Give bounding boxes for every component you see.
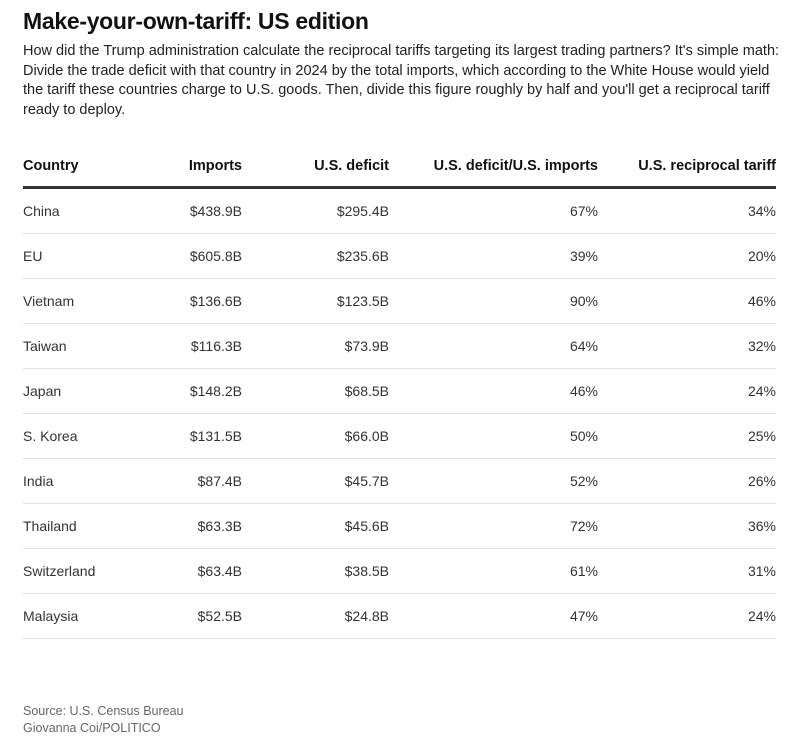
- table-cell: 39%: [389, 233, 598, 279]
- table-cell: $605.8B: [143, 233, 242, 279]
- table-cell: $235.6B: [242, 233, 389, 279]
- column-header: Imports: [143, 156, 242, 189]
- table-cell: $45.6B: [242, 503, 389, 549]
- table-cell: 64%: [389, 323, 598, 369]
- source-note: Source: U.S. Census Bureau: [23, 704, 184, 718]
- table-cell: 34%: [598, 187, 776, 234]
- table-cell: $63.3B: [143, 503, 242, 549]
- tariff-table: Country Imports U.S. deficit U.S. deficit/U…: [23, 156, 776, 639]
- table-row: Switzerland $63.4B $38.5B 61% 31%: [23, 548, 776, 594]
- column-header: Country: [23, 156, 143, 189]
- table-body: China $438.9B $295.4B 67% 34% EU $605.8B $235.6…: [23, 187, 776, 639]
- table-cell: 20%: [598, 233, 776, 279]
- table-cell: 24%: [598, 368, 776, 414]
- table-cell: Vietnam: [23, 278, 143, 324]
- table-cell: Taiwan: [23, 323, 143, 369]
- table-cell: $45.7B: [242, 458, 389, 504]
- table-row: Taiwan $116.3B $73.9B 64% 32%: [23, 323, 776, 369]
- table-row: EU $605.8B $235.6B 39% 20%: [23, 233, 776, 279]
- table-cell: Malaysia: [23, 593, 143, 639]
- table-cell: 90%: [389, 278, 598, 324]
- credit-note: Giovanna Coi/POLITICO: [23, 721, 161, 735]
- column-header: U.S. reciprocal tariff: [598, 156, 776, 189]
- table-cell: 72%: [389, 503, 598, 549]
- table-cell: $87.4B: [143, 458, 242, 504]
- table-cell: 61%: [389, 548, 598, 594]
- table-cell: 32%: [598, 323, 776, 369]
- table-cell: 67%: [389, 187, 598, 234]
- table-cell: Switzerland: [23, 548, 143, 594]
- page-title: Make-your-own-tariff: US edition: [23, 8, 369, 34]
- table-cell: 47%: [389, 593, 598, 639]
- table-cell: 31%: [598, 548, 776, 594]
- subtitle: How did the Trump administration calcula…: [23, 43, 780, 118]
- table-cell: $136.6B: [143, 278, 242, 324]
- table-cell: $52.5B: [143, 593, 242, 639]
- table-cell: Thailand: [23, 503, 143, 549]
- table-cell: 50%: [389, 413, 598, 459]
- table-cell: India: [23, 458, 143, 504]
- table-cell: $438.9B: [143, 187, 242, 234]
- table-cell: 24%: [598, 593, 776, 639]
- table-cell: 46%: [598, 278, 776, 324]
- table-cell: $24.8B: [242, 593, 389, 639]
- table-cell: S. Korea: [23, 413, 143, 459]
- table-cell: $63.4B: [143, 548, 242, 594]
- column-header: U.S. deficit: [242, 156, 389, 189]
- table-cell: $73.9B: [242, 323, 389, 369]
- footer: Source: U.S. Census Bureau Giovanna Coi/…: [23, 703, 184, 737]
- table-cell: China: [23, 187, 143, 234]
- table-row: S. Korea $131.5B $66.0B 50% 25%: [23, 413, 776, 459]
- table-row: Japan $148.2B $68.5B 46% 24%: [23, 368, 776, 414]
- table-cell: $123.5B: [242, 278, 389, 324]
- column-header: U.S. deficit/U.S. imports: [389, 156, 598, 189]
- table-cell: Japan: [23, 368, 143, 414]
- table-cell: $68.5B: [242, 368, 389, 414]
- table-cell: $116.3B: [143, 323, 242, 369]
- table-row: India $87.4B $45.7B 52% 26%: [23, 458, 776, 504]
- table-row: China $438.9B $295.4B 67% 34%: [23, 187, 776, 234]
- table-cell: 26%: [598, 458, 776, 504]
- table-cell: $38.5B: [242, 548, 389, 594]
- table-row: Thailand $63.3B $45.6B 72% 36%: [23, 503, 776, 549]
- table-cell: $148.2B: [143, 368, 242, 414]
- table-cell: 46%: [389, 368, 598, 414]
- table-header-row: Country Imports U.S. deficit U.S. deficit/U…: [23, 156, 776, 189]
- table-cell: 25%: [598, 413, 776, 459]
- table-cell: $66.0B: [242, 413, 389, 459]
- table-cell: $295.4B: [242, 187, 389, 234]
- table-cell: 36%: [598, 503, 776, 549]
- table-cell: $131.5B: [143, 413, 242, 459]
- table-cell: 52%: [389, 458, 598, 504]
- table-row: Vietnam $136.6B $123.5B 90% 46%: [23, 278, 776, 324]
- table-cell: EU: [23, 233, 143, 279]
- table-row: Malaysia $52.5B $24.8B 47% 24%: [23, 593, 776, 639]
